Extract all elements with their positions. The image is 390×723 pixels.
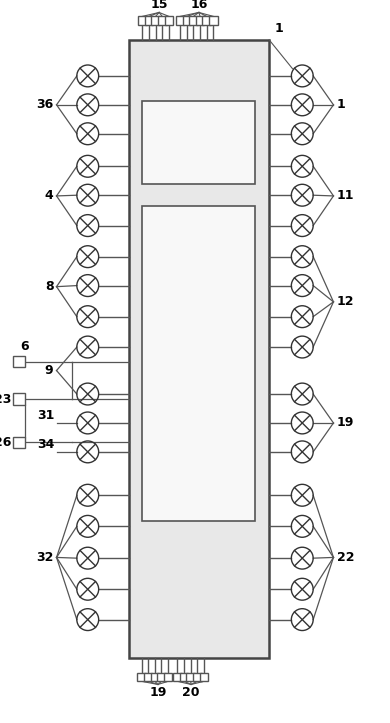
Bar (142, 206, 255, 521)
Bar (209, 17, 218, 25)
Text: 15: 15 (151, 0, 168, 11)
Bar (183, 17, 191, 25)
Bar (137, 672, 146, 681)
Bar (202, 17, 211, 25)
Bar (157, 672, 166, 681)
Bar (186, 672, 195, 681)
Text: 36: 36 (36, 98, 53, 111)
Bar (142, 101, 255, 184)
Text: 32: 32 (36, 551, 53, 564)
Bar (176, 17, 184, 25)
Bar (193, 672, 202, 681)
Text: 8: 8 (45, 281, 53, 293)
Bar (196, 17, 204, 25)
Bar (173, 672, 182, 681)
Text: 1: 1 (337, 98, 345, 111)
Text: 23: 23 (0, 393, 11, 406)
Bar (165, 17, 173, 25)
Bar (151, 17, 160, 25)
Bar (138, 17, 147, 25)
Bar (189, 17, 198, 25)
Text: 34: 34 (37, 438, 55, 451)
Text: 4: 4 (45, 189, 53, 202)
Text: 26: 26 (0, 436, 11, 449)
Bar (158, 17, 167, 25)
Text: 16: 16 (190, 0, 207, 11)
Bar (13, 393, 25, 405)
Text: 19: 19 (149, 685, 167, 698)
Text: 31: 31 (37, 409, 55, 422)
Bar (151, 672, 159, 681)
Bar (13, 437, 25, 448)
Text: 19: 19 (337, 416, 354, 429)
Bar (200, 672, 208, 681)
Text: 20: 20 (183, 685, 200, 698)
Bar (164, 672, 172, 681)
Text: 11: 11 (337, 189, 354, 202)
Text: 9: 9 (45, 364, 53, 377)
Text: 22: 22 (337, 551, 354, 564)
Text: 12: 12 (337, 296, 354, 308)
Bar (180, 672, 188, 681)
Bar (145, 17, 153, 25)
Text: 6: 6 (21, 340, 29, 353)
Bar (129, 40, 269, 658)
Bar (13, 356, 25, 367)
Bar (144, 672, 152, 681)
Text: 1: 1 (275, 22, 284, 35)
